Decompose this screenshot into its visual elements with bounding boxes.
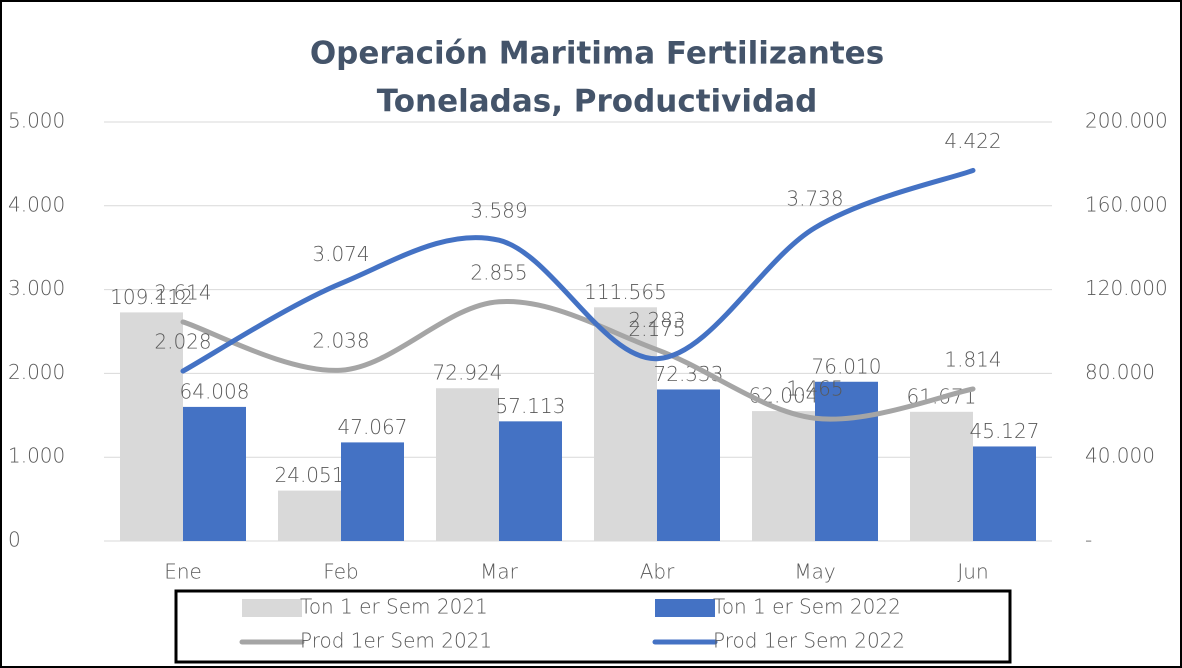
- bar: [436, 388, 499, 541]
- x-tick-label: Jun: [957, 560, 988, 584]
- bar: [120, 312, 183, 541]
- bar-value-label: 109.112: [110, 285, 193, 309]
- y2-tick-label: 40.000: [1085, 444, 1155, 468]
- legend-swatch: [242, 599, 302, 617]
- y2-tick-label: 80.000: [1085, 360, 1155, 384]
- y-tick-label: 3.000: [8, 276, 65, 300]
- bar-value-label: 111.565: [584, 280, 667, 304]
- bar: [183, 406, 246, 541]
- x-tick-label: Abr: [640, 560, 675, 584]
- y-tick-label: 1.000: [8, 444, 65, 468]
- x-tick-label: Feb: [323, 560, 358, 584]
- line-value-label: 2.175: [628, 317, 685, 341]
- y-tick-label: 2.000: [8, 360, 65, 384]
- x-tick-label: Mar: [480, 560, 519, 584]
- legend-box: [174, 589, 1012, 664]
- x-tick-label: May: [794, 560, 835, 584]
- line-value-label: 2.038: [312, 329, 369, 353]
- bar: [910, 411, 973, 541]
- bar-value-label: 45.127: [970, 419, 1040, 443]
- line-value-label: 1.814: [944, 347, 1001, 371]
- bar: [341, 442, 404, 541]
- legend-label: Prod 1er Sem 2021: [300, 629, 492, 653]
- y-tick-label: 5.000: [8, 109, 65, 133]
- legend-swatch: [655, 599, 715, 617]
- y2-tick-label: -: [1085, 528, 1092, 552]
- bar-value-label: 72.924: [433, 361, 503, 385]
- y-tick-label: 4.000: [8, 192, 65, 216]
- bar-value-label: 62.004: [749, 384, 819, 408]
- bar: [499, 421, 562, 541]
- line-value-label: 1.465: [786, 377, 843, 401]
- x-tick-label: Ene: [164, 560, 202, 584]
- line-value-label: 2.855: [470, 260, 527, 284]
- bar: [278, 490, 341, 541]
- chart-subtitle: Toneladas, Productividad: [377, 84, 818, 120]
- bar-value-label: 64.008: [180, 379, 250, 403]
- legend-label: Prod 1er Sem 2022: [713, 629, 905, 653]
- line-value-label: 2.028: [154, 330, 211, 354]
- line-value-label: 3.074: [312, 242, 369, 266]
- line-value-label: 4.422: [944, 129, 1001, 153]
- y2-tick-label: 160.000: [1085, 192, 1168, 216]
- bar-value-label: 76.010: [812, 354, 882, 378]
- line-value-label: 3.589: [470, 199, 527, 223]
- bar-value-label: 57.113: [496, 394, 566, 418]
- y2-tick-label: 200.000: [1085, 109, 1168, 133]
- line-value-label: 2.283: [628, 308, 685, 332]
- bar: [752, 411, 815, 541]
- bar: [815, 381, 878, 541]
- bar: [594, 307, 657, 541]
- y2-tick-label: 120.000: [1085, 276, 1168, 300]
- bar-value-label: 24.051: [275, 463, 345, 487]
- legend-label: Ton 1 er Sem 2021: [300, 595, 488, 619]
- bar-value-label: 47.067: [338, 415, 408, 439]
- bar: [973, 446, 1036, 541]
- legend-label: Ton 1 er Sem 2022: [713, 595, 901, 619]
- line: [180, 299, 976, 422]
- line-value-label: 2.614: [154, 280, 211, 304]
- line: [180, 167, 976, 374]
- bar: [657, 389, 720, 541]
- y-tick-label: 0: [8, 528, 21, 552]
- line-value-label: 3.738: [786, 186, 843, 210]
- chart-title: Operación Maritima Fertilizantes: [310, 36, 884, 72]
